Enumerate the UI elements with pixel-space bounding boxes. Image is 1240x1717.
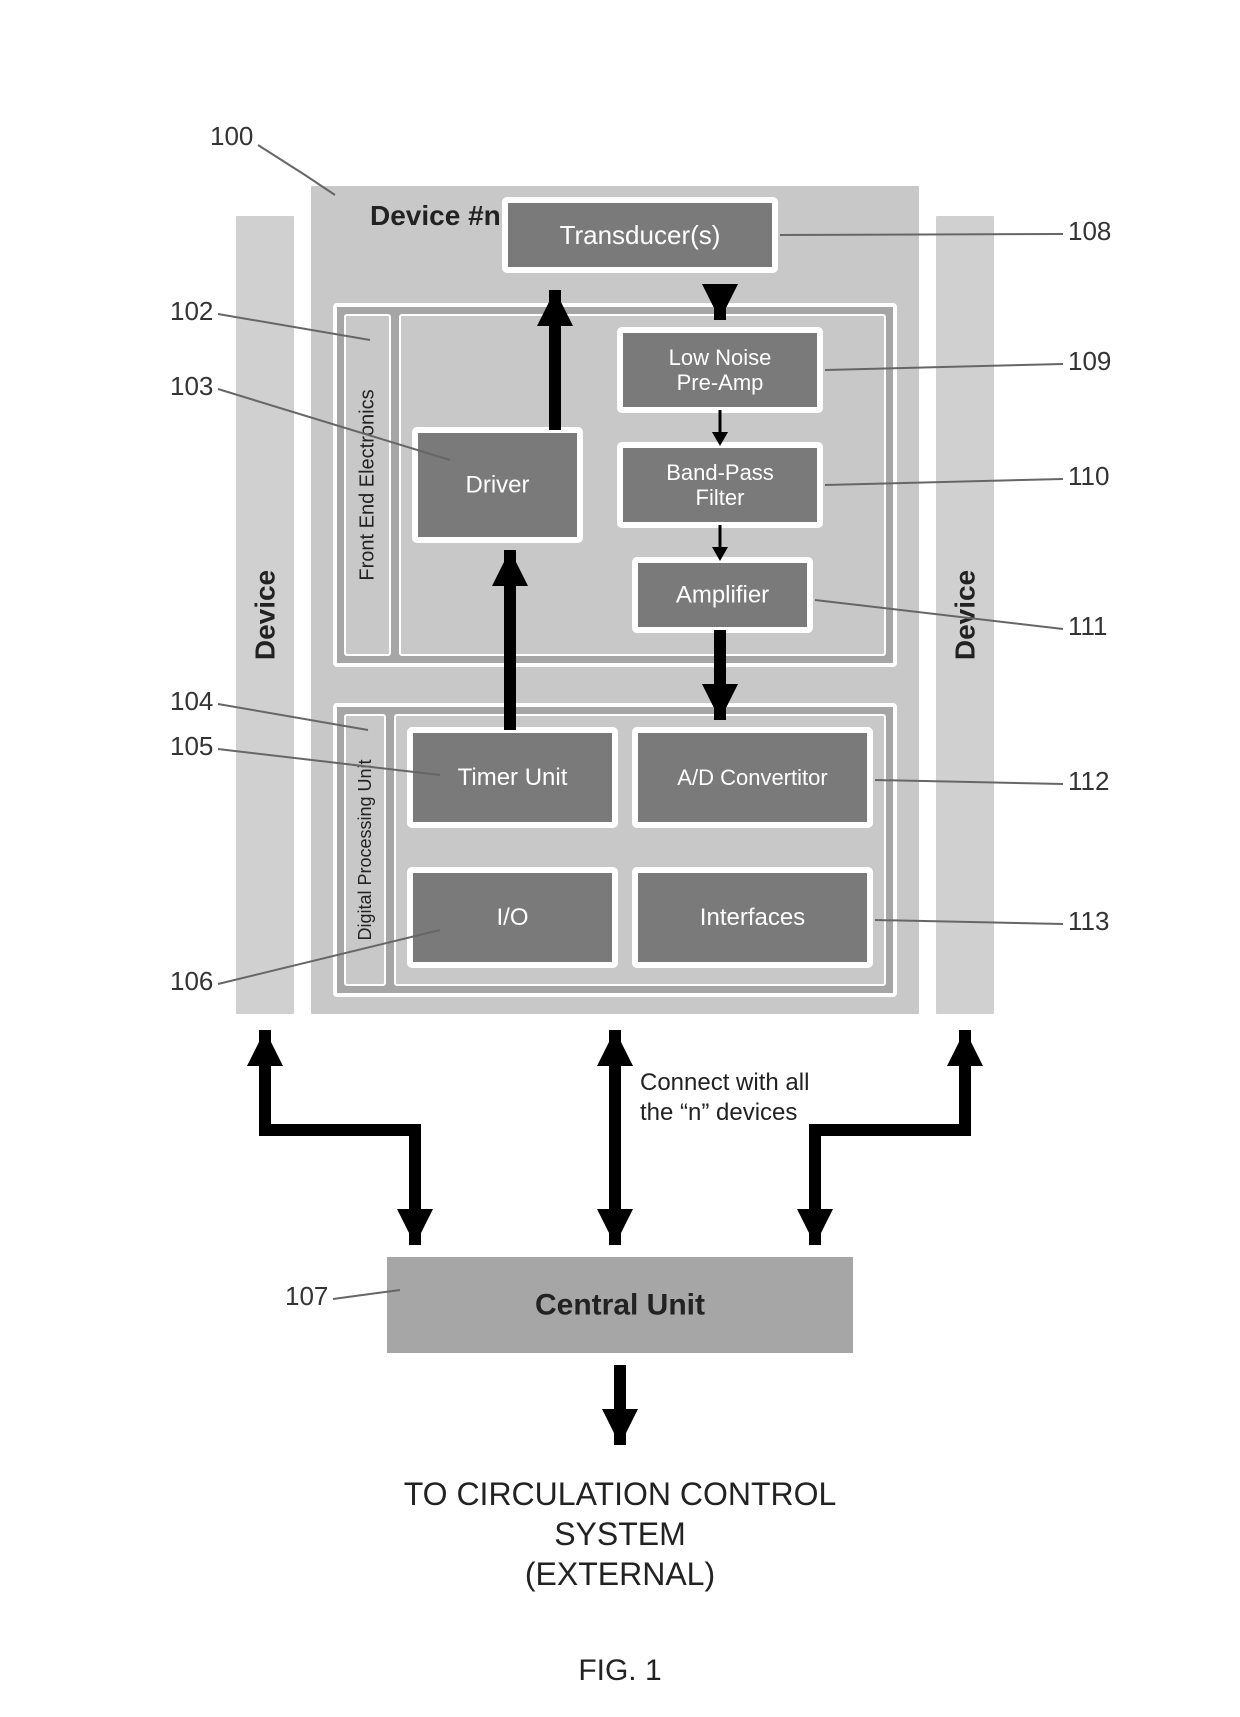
svg-text:Timer Unit: Timer Unit <box>458 764 568 791</box>
ref-103: 103 <box>170 371 213 401</box>
ref-104: 104 <box>170 686 213 716</box>
io-box: I/O <box>410 870 615 965</box>
bottom-caption-2: SYSTEM <box>554 1516 686 1552</box>
ref-108: 108 <box>1068 216 1111 246</box>
interfaces-box: Interfaces <box>635 870 870 965</box>
adc-box: A/D Convertitor <box>635 730 870 825</box>
svg-text:Device: Device <box>950 570 981 660</box>
driver-box: Driver <box>415 430 580 540</box>
svg-text:Driver: Driver <box>466 472 530 499</box>
timer-box: Timer Unit <box>410 730 615 825</box>
svg-text:Device #n: Device #n <box>370 200 501 231</box>
amp-box: Amplifier <box>635 560 810 630</box>
svg-text:Amplifier: Amplifier <box>676 582 769 609</box>
preamp-box: Low NoisePre-Amp <box>620 330 820 410</box>
svg-text:Pre-Amp: Pre-Amp <box>677 370 764 395</box>
ref-107: 107 <box>285 1281 328 1311</box>
bpf-box: Band-PassFilter <box>620 445 820 525</box>
svg-text:Central Unit: Central Unit <box>535 1289 705 1322</box>
svg-text:Device: Device <box>250 570 281 660</box>
ref-102: 102 <box>170 296 213 326</box>
svg-text:Band-Pass: Band-Pass <box>666 460 774 485</box>
svg-text:Front End Electronics: Front End Electronics <box>357 389 379 580</box>
bottom-caption-1: TO CIRCULATION CONTROL <box>404 1476 837 1512</box>
ref-112: 112 <box>1068 766 1109 796</box>
block-diagram: Device Device Device #n Front End Electroni… <box>0 0 1240 1717</box>
svg-text:Filter: Filter <box>696 485 745 510</box>
connect-caption-1: Connect with all <box>640 1069 809 1096</box>
central-unit-box: Central Unit <box>385 1255 855 1355</box>
device-left: Device <box>235 215 295 1015</box>
svg-text:A/D Convertitor: A/D Convertitor <box>677 765 827 790</box>
ref-110: 110 <box>1068 461 1109 491</box>
svg-text:Digital Processing Unit: Digital Processing Unit <box>355 759 375 940</box>
ref-111: 111 <box>1068 611 1108 641</box>
ref-105: 105 <box>170 731 213 761</box>
ref-106: 106 <box>170 966 213 996</box>
front-end-label: Front End Electronics <box>345 315 390 655</box>
svg-text:Low Noise: Low Noise <box>669 345 772 370</box>
figure-label: FIG. 1 <box>578 1654 661 1687</box>
ref-109: 109 <box>1068 346 1111 376</box>
ref-100: 100 <box>210 121 253 151</box>
svg-text:Transducer(s): Transducer(s) <box>560 220 721 250</box>
ref-113: 113 <box>1068 906 1109 936</box>
svg-text:Interfaces: Interfaces <box>700 904 805 931</box>
svg-text:I/O: I/O <box>496 904 528 931</box>
connect-caption-2: the “n” devices <box>640 1099 797 1126</box>
bottom-caption-3: (EXTERNAL) <box>525 1556 715 1592</box>
transducer-box: Transducer(s) <box>505 200 775 270</box>
